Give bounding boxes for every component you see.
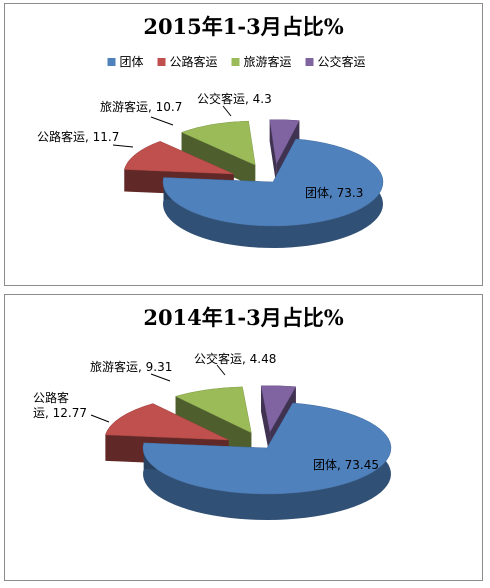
pie-slice [260,385,297,433]
pie-slice [162,138,384,227]
chart-panel-2014: 2014年1-3月占比% 团体, 73.45 公路客运, 12.77 旅游客运, 9.… [4,294,483,581]
data-label: 公路客运, 12.77 [33,390,87,420]
legend-item: 旅游客运 [231,54,292,69]
chart-panel-2015: 2015年1-3月占比% 团体 公路客运 旅游客运 公交客运团体, 73.3 公路客运, … [4,3,483,286]
pie-chart-2014: 2014年1-3月占比% 团体, 73.45 公路客运, 12.77 旅游客运, 9.… [33,305,392,520]
leader-line [112,144,134,148]
chart-title: 2015年1-3月占比% [143,14,343,39]
pie-slice [124,141,234,175]
leader-line [90,414,110,423]
chart-title: 2014年1-3月占比% [143,305,343,330]
data-label: 公交客运, 4.48 [194,351,276,366]
leader-line [216,364,226,376]
legend-item: 公交客运 [305,54,366,69]
pie-slice [105,403,229,441]
legend-item: 团体 [107,55,144,69]
legend-label: 公交客运 [318,54,366,69]
legend-label: 团体 [120,55,144,69]
legend-label: 旅游客运 [244,54,292,69]
pie-slice [180,120,256,166]
pie-slice [142,402,392,495]
data-label: 旅游客运, 10.7 [100,99,182,114]
leader-line [150,373,171,382]
data-label: 公交客运, 4.3 [197,91,272,106]
data-label: 公路客运, 11.7 [37,129,119,144]
legend-swatch [305,58,314,66]
legend-swatch [107,58,116,66]
leader-line [222,105,232,117]
legend-swatch [157,58,166,66]
legend-swatch [231,58,240,66]
pie-slice [269,119,300,165]
data-label: 团体, 73.45 [313,458,379,472]
data-label: 旅游客运, 9.31 [90,359,172,374]
legend-label: 公路客运 [170,54,218,69]
data-label: 团体, 73.3 [305,186,363,200]
legend-item: 公路客运 [157,54,218,69]
pie-slice [174,386,252,434]
leader-line [150,116,174,126]
